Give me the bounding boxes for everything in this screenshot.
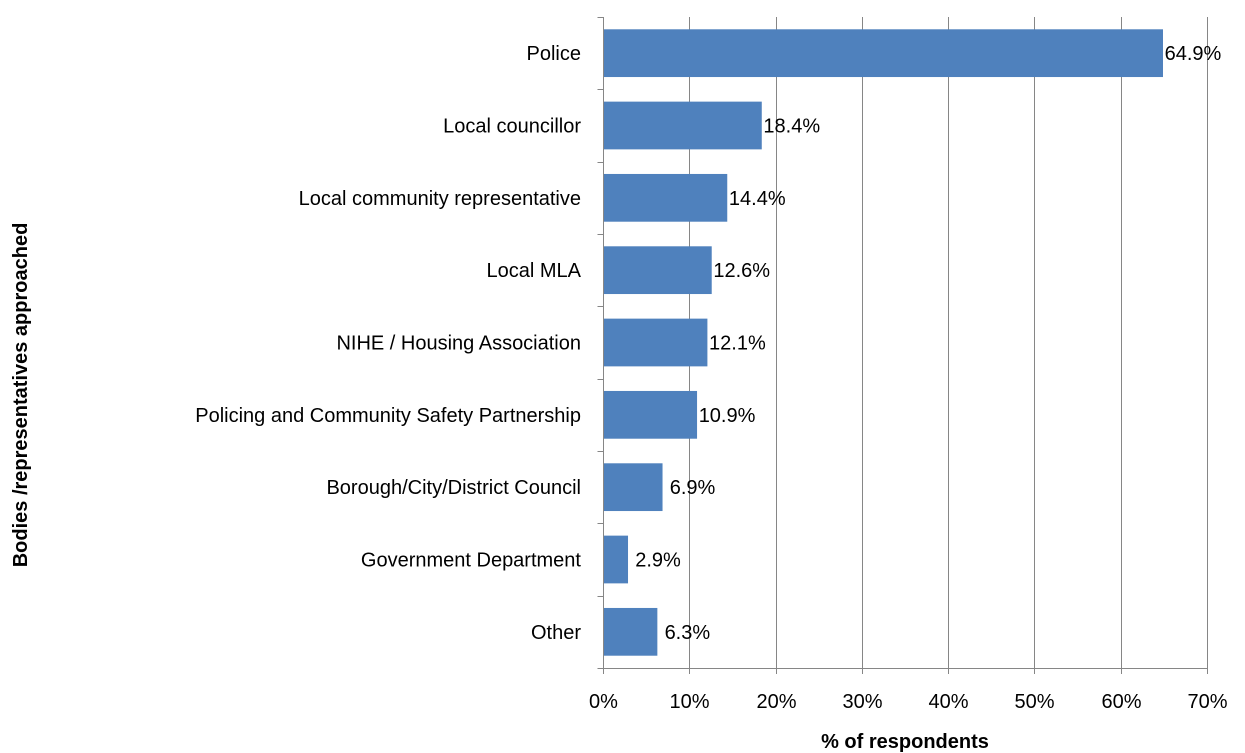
bar — [603, 173, 728, 222]
x-tick-label: 70% — [1187, 691, 1227, 713]
bar — [603, 390, 698, 439]
x-axis-title: % of respondents — [821, 731, 989, 753]
data-label: 2.9% — [635, 550, 681, 572]
category-label: Government Department — [361, 550, 582, 572]
data-label: 18.4% — [763, 116, 820, 138]
x-tick-label: 0% — [589, 691, 618, 713]
category-label: Local MLA — [487, 260, 582, 282]
bar — [603, 535, 629, 584]
x-tick-label: 50% — [1014, 691, 1054, 713]
category-label: Borough/City/District Council — [326, 477, 581, 499]
data-label: 12.1% — [709, 333, 766, 355]
x-tick-label: 10% — [669, 691, 709, 713]
axes — [597, 17, 1208, 674]
bar — [603, 101, 762, 150]
category-label: Other — [531, 622, 581, 644]
bars — [603, 29, 1163, 656]
x-tick-label: 20% — [756, 691, 796, 713]
x-tick-label: 30% — [842, 691, 882, 713]
category-label: Policing and Community Safety Partnershi… — [195, 405, 581, 427]
category-label: NIHE / Housing Association — [336, 333, 581, 355]
data-label: 64.9% — [1165, 43, 1222, 65]
labels: 0% 10% 20% 30% 40% 50% 60% 70% Police 64.9% Local … — [195, 43, 1227, 713]
category-label: Local councillor — [443, 116, 581, 138]
gridlines — [689, 17, 1208, 668]
category-label: Local community representative — [299, 188, 581, 210]
data-label: 6.3% — [665, 622, 711, 644]
y-axis-title: Bodies /representatives approached — [10, 223, 32, 568]
bar — [603, 29, 1163, 78]
bar — [603, 607, 658, 656]
x-tick-label: 60% — [1101, 691, 1141, 713]
bar — [603, 463, 663, 512]
data-label: 6.9% — [670, 477, 716, 499]
data-label: 14.4% — [729, 188, 786, 210]
bar — [603, 246, 712, 295]
x-tick-label: 40% — [928, 691, 968, 713]
data-label: 12.6% — [713, 260, 770, 282]
data-label: 10.9% — [699, 405, 756, 427]
bar — [603, 318, 708, 367]
category-label: Police — [527, 43, 581, 65]
